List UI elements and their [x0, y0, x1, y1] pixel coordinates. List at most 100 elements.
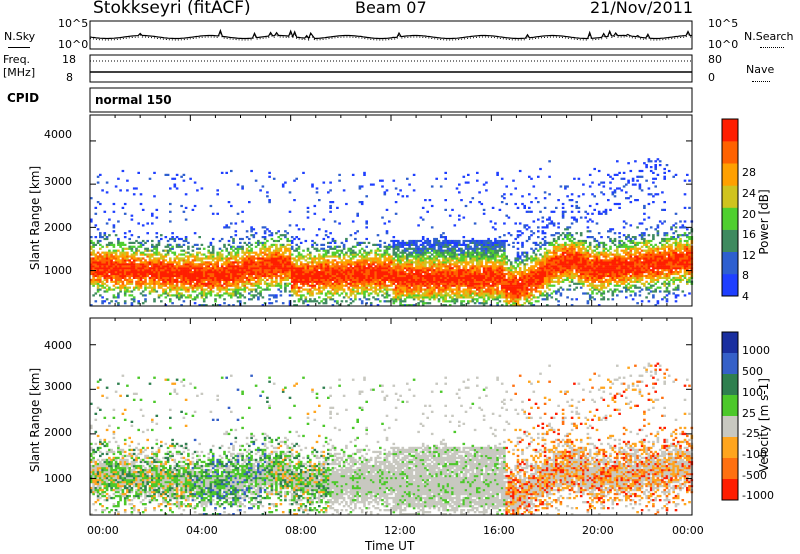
power-cell — [415, 271, 418, 274]
power-cell — [295, 278, 298, 281]
power-cell — [525, 257, 529, 260]
power-cell — [428, 245, 432, 248]
power-cell — [523, 302, 526, 305]
power-cell — [428, 263, 432, 266]
power-cell — [218, 253, 222, 256]
power-cell — [187, 276, 190, 279]
power-cell — [500, 265, 504, 268]
power-cell — [121, 272, 125, 276]
power-cell — [426, 269, 429, 272]
power-cell — [496, 239, 499, 243]
power-cell — [397, 255, 400, 258]
power-cell — [496, 278, 499, 281]
power-cell — [496, 280, 499, 283]
power-cell — [406, 272, 409, 276]
power-cell — [101, 269, 104, 272]
power-cell — [408, 253, 411, 256]
power-cell — [191, 265, 195, 268]
power-cell — [270, 251, 274, 254]
power-cell — [478, 274, 481, 278]
power-cell — [315, 247, 319, 250]
power-cell — [349, 288, 353, 291]
power-cell — [132, 298, 136, 301]
power-cell — [94, 263, 98, 266]
power-cell — [424, 296, 427, 299]
power-cell — [132, 263, 136, 266]
power-cell — [498, 239, 502, 243]
power-cell — [108, 241, 111, 244]
power-cell — [254, 232, 258, 235]
power-cell — [148, 269, 152, 272]
power-cell — [381, 271, 384, 274]
power-cell — [157, 265, 161, 268]
power-cell — [112, 284, 116, 287]
power-cell — [252, 261, 256, 264]
power-cell — [162, 280, 165, 283]
power-cell — [358, 185, 362, 188]
power-cell — [322, 269, 326, 272]
power-cell — [132, 272, 136, 276]
power-cell — [435, 251, 438, 254]
power-cell — [467, 272, 470, 276]
power-cell — [442, 243, 445, 246]
power-cell — [478, 272, 481, 276]
power-cell — [327, 284, 330, 287]
power-cell — [214, 280, 217, 283]
power-cell — [435, 271, 438, 274]
power-cell — [223, 280, 226, 283]
power-cell — [351, 253, 355, 256]
power-cell — [114, 272, 118, 276]
power-cell — [232, 288, 235, 291]
power-cell — [151, 265, 154, 268]
power-cell — [205, 271, 208, 274]
power-cell — [241, 237, 244, 241]
power-cell — [482, 255, 486, 258]
power-cell — [110, 272, 113, 276]
power-cell — [487, 280, 490, 283]
power-cell — [286, 243, 289, 246]
power-cell — [173, 261, 177, 264]
power-cell — [498, 259, 502, 262]
power-cell — [376, 282, 380, 285]
power-cell — [491, 274, 495, 278]
power-cell — [277, 282, 280, 285]
power-cell — [209, 294, 213, 297]
power-cell — [236, 292, 240, 295]
power-cell — [496, 286, 499, 289]
power-cell — [218, 239, 222, 243]
power-cell — [514, 274, 517, 278]
power-cell — [293, 278, 296, 281]
power-cell — [266, 261, 269, 264]
power-cell — [128, 237, 131, 241]
power-cell — [318, 302, 321, 305]
power-cell — [279, 255, 283, 258]
power-cell — [525, 300, 529, 303]
power-cell — [408, 276, 411, 279]
power-cell — [193, 265, 197, 268]
power-cell — [532, 259, 536, 262]
power-cell — [302, 284, 305, 287]
power-cell — [270, 245, 274, 248]
power-cell — [351, 282, 355, 285]
power-cell — [478, 247, 481, 250]
power-cell — [279, 276, 283, 279]
power-cell — [137, 236, 140, 239]
power-cell — [358, 267, 362, 270]
power-cell — [458, 257, 461, 260]
power-cell — [467, 302, 470, 305]
power-cell — [399, 284, 402, 287]
power-cell — [169, 249, 172, 252]
power-cell — [451, 245, 454, 248]
power-cell — [367, 267, 371, 270]
power-cell — [500, 271, 504, 274]
power-cell — [349, 247, 353, 250]
power-cell — [406, 255, 409, 258]
power-cell — [383, 274, 387, 278]
power-cell — [318, 255, 321, 258]
power-cell — [320, 247, 323, 250]
power-cell — [417, 286, 420, 289]
power-cell — [275, 232, 278, 235]
power-cell — [446, 243, 450, 246]
power-cell — [320, 276, 323, 279]
power-cell — [331, 278, 335, 281]
